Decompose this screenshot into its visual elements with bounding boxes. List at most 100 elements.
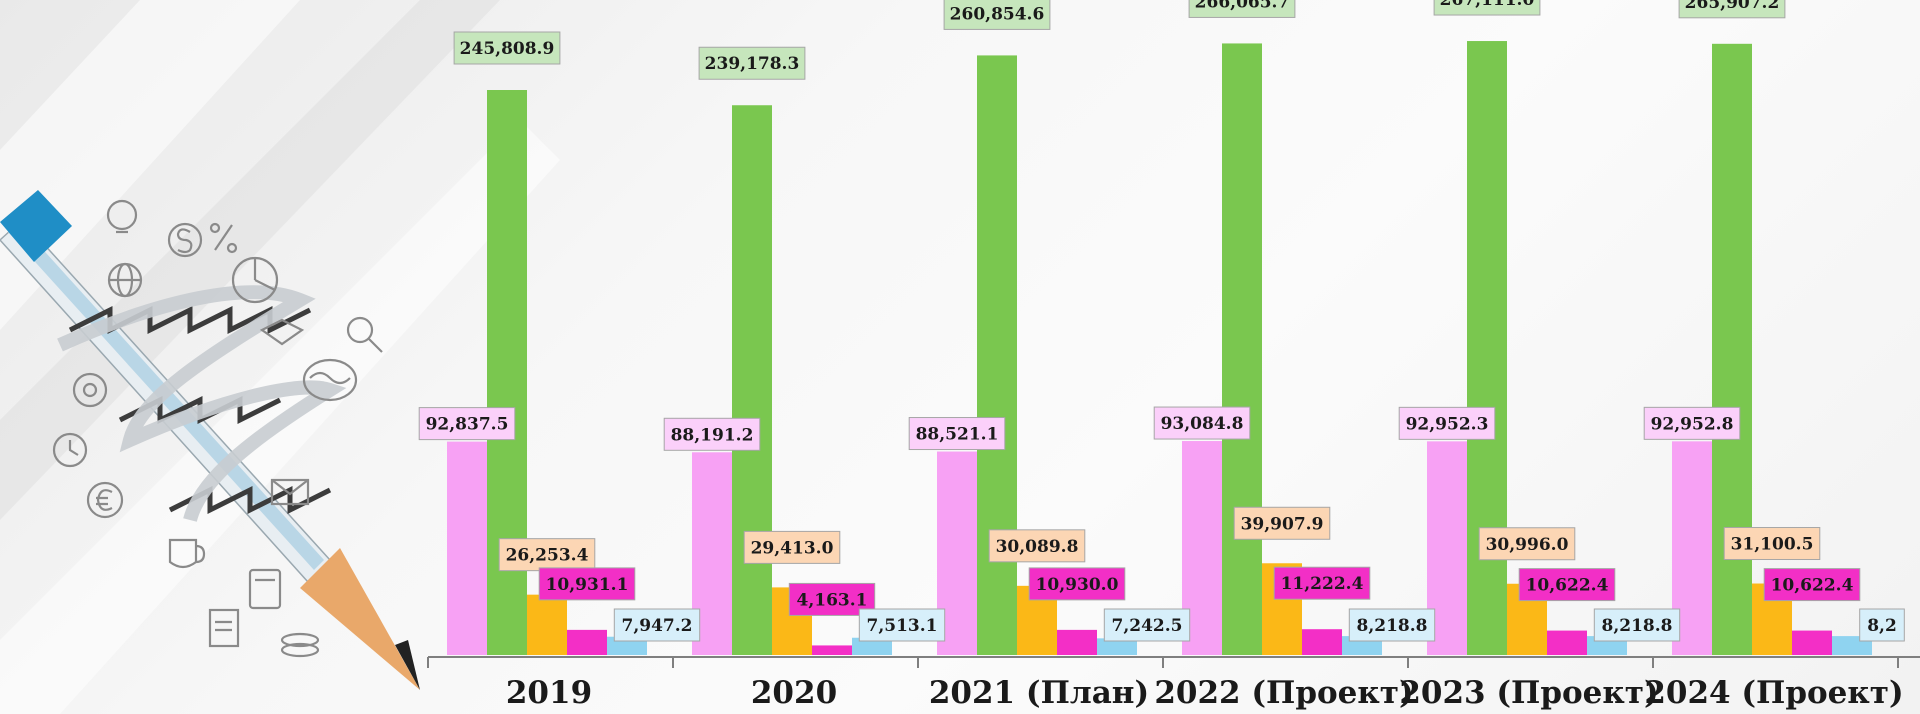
data-label-box [1273, 566, 1371, 600]
bar-4-3 [1547, 630, 1587, 655]
data-label-text: 4,163.1 [797, 590, 868, 610]
bar-2-1 [977, 55, 1017, 656]
data-label-text: 239,178.3 [705, 54, 800, 74]
data-label-box [1348, 608, 1436, 642]
dollar-icon [167, 222, 203, 258]
percent-icon [209, 222, 238, 254]
envelope-icon [270, 478, 310, 506]
data-label-text: 8,218.8 [1357, 616, 1428, 636]
data-label-text: 10,930.0 [1036, 575, 1119, 595]
category-labels-layer: 2019 2020 2021 (План) 2022 (Проект)2023 (Пр… [506, 675, 1904, 711]
data-label-3-1: 266,065.7 [1188, 0, 1296, 18]
data-label-box [1233, 506, 1331, 540]
bar-1-3 [812, 645, 852, 655]
data-label-box [943, 0, 1051, 30]
data-label-text: 11,222.4 [1281, 574, 1364, 594]
bar-5-3 [1792, 630, 1832, 655]
category-label-5: 2024 (Проект) [1644, 675, 1903, 711]
data-label-3-4: 8,218.8 [1348, 608, 1436, 642]
data-label-text: 88,521.1 [916, 425, 999, 445]
bar-2-3 [1057, 629, 1097, 655]
coins-icon [280, 632, 320, 658]
bar-2-4 [1097, 638, 1137, 655]
data-label-5-2: 31,100.5 [1723, 527, 1821, 561]
pie-chart-icon [231, 256, 279, 304]
data-labels-layer: 92,837.5 245,808.9 26,253.4 10,931.1 7,947.2… [418, 0, 1905, 642]
category-label-2: 2021 (План) [929, 675, 1149, 711]
data-label-5-0: 92,952.8 [1643, 406, 1741, 440]
data-label-5-4: 8,2 [1859, 608, 1905, 642]
data-label-text: 245,808.9 [460, 39, 555, 59]
data-label-text: 92,837.5 [426, 415, 509, 435]
data-label-box [1859, 608, 1905, 642]
data-label-box [1478, 527, 1576, 561]
data-label-3-2: 39,907.9 [1233, 506, 1331, 540]
data-label-text: 10,622.4 [1526, 576, 1609, 596]
magnifier-icon [346, 316, 383, 353]
data-label-box [1028, 567, 1126, 601]
clock-icon [52, 432, 88, 468]
bar-1-4 [852, 637, 892, 655]
data-label-text: 30,089.8 [996, 537, 1079, 557]
data-label-0-1: 245,808.9 [453, 31, 561, 65]
data-label-text: 266,065.7 [1195, 0, 1290, 12]
data-label-box [858, 608, 946, 642]
data-label-text: 39,907.9 [1241, 514, 1324, 534]
data-label-4-0: 92,952.3 [1398, 406, 1496, 440]
data-label-text: 260,854.6 [950, 4, 1045, 24]
data-label-box [698, 46, 806, 80]
euro-icon [86, 481, 124, 519]
x-axis-ticks [427, 657, 1899, 668]
category-label-1: 2020 [751, 675, 837, 711]
bar-0-3 [567, 629, 607, 655]
category-label-3: 2022 (Проект) [1154, 675, 1413, 711]
data-label-text: 93,084.8 [1161, 414, 1244, 434]
data-label-box [418, 407, 516, 441]
data-label-box [1678, 0, 1786, 19]
data-label-3-0: 93,084.8 [1153, 406, 1251, 440]
data-label-box [1103, 608, 1191, 642]
data-label-0-4: 7,947.2 [613, 608, 701, 642]
data-label-0-0: 92,837.5 [418, 407, 516, 441]
data-label-box [908, 417, 1006, 451]
data-label-box [1518, 568, 1616, 602]
data-label-2-4: 7,242.5 [1103, 608, 1191, 642]
data-label-box [1763, 568, 1861, 602]
data-label-text: 10,622.4 [1771, 576, 1854, 596]
data-label-2-1: 260,854.6 [943, 0, 1051, 30]
data-label-text: 29,413.0 [751, 538, 834, 558]
bar-0-2 [527, 594, 567, 655]
data-label-4-2: 30,996.0 [1478, 527, 1576, 561]
bars-layer [447, 41, 1872, 656]
background-stripe [0, 0, 500, 520]
bar-0-0 [447, 441, 487, 655]
data-label-box [538, 567, 636, 601]
pencil-lead-tip [395, 640, 420, 690]
data-label-box [743, 530, 841, 564]
data-label-box [1643, 406, 1741, 440]
data-label-4-3: 10,622.4 [1518, 568, 1616, 602]
pencil-wood-tip [300, 548, 420, 690]
category-label-4: 2023 (Проект) [1399, 675, 1658, 711]
data-label-5-1: 265,907.2 [1678, 0, 1786, 19]
gear-icon [72, 372, 108, 408]
bar-3-1 [1222, 43, 1262, 655]
data-label-0-2: 26,253.4 [498, 538, 596, 572]
data-label-box [613, 608, 701, 642]
data-label-text: 10,931.1 [546, 575, 629, 595]
data-label-text: 7,513.1 [867, 616, 938, 636]
data-label-1-2: 29,413.0 [743, 530, 841, 564]
data-label-box [1153, 406, 1251, 440]
data-label-text: 26,253.4 [506, 546, 589, 566]
data-label-text: 7,947.2 [622, 616, 693, 636]
data-label-box [1398, 406, 1496, 440]
cup-icon [168, 538, 206, 569]
bar-1-1 [732, 105, 772, 655]
bar-3-3 [1302, 629, 1342, 655]
data-label-1-0: 88,191.2 [663, 417, 761, 451]
bar-4-1 [1467, 41, 1507, 656]
data-label-1-4: 7,513.1 [858, 608, 946, 642]
data-label-text: 92,952.8 [1651, 414, 1734, 434]
